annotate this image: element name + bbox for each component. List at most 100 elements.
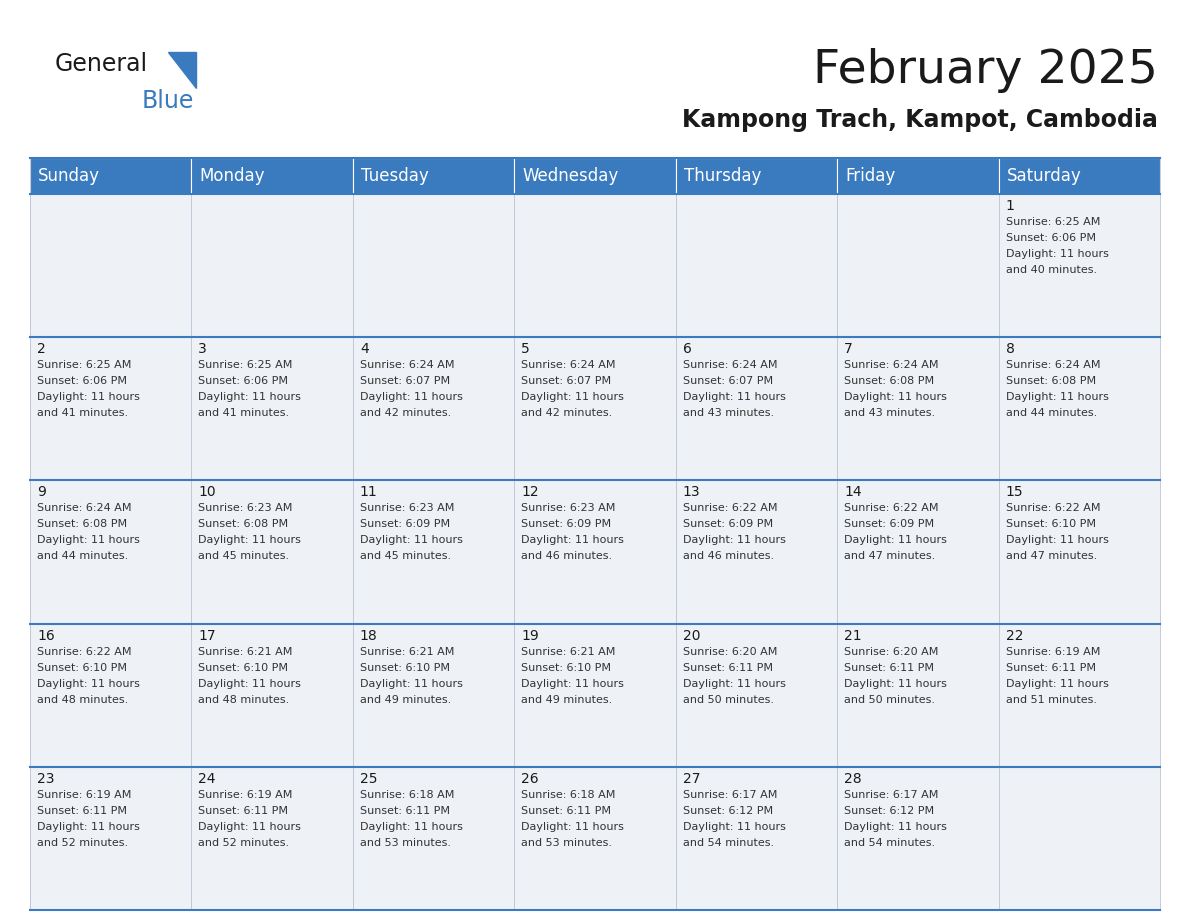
Bar — [514, 480, 676, 623]
Text: Sunrise: 6:25 AM: Sunrise: 6:25 AM — [1005, 217, 1100, 227]
Text: 7: 7 — [845, 342, 853, 356]
Text: and 52 minutes.: and 52 minutes. — [198, 838, 290, 848]
Text: Daylight: 11 hours: Daylight: 11 hours — [845, 678, 947, 688]
Bar — [30, 767, 191, 910]
Text: Tuesday: Tuesday — [361, 167, 429, 185]
Text: Sunset: 6:06 PM: Sunset: 6:06 PM — [1005, 233, 1095, 243]
Text: Daylight: 11 hours: Daylight: 11 hours — [683, 535, 785, 545]
Text: 11: 11 — [360, 486, 378, 499]
Text: 28: 28 — [845, 772, 861, 786]
Text: and 46 minutes.: and 46 minutes. — [683, 552, 773, 562]
Text: Sunset: 6:10 PM: Sunset: 6:10 PM — [37, 663, 127, 673]
Text: 22: 22 — [1005, 629, 1023, 643]
Text: Monday: Monday — [200, 167, 265, 185]
Text: Sunrise: 6:24 AM: Sunrise: 6:24 AM — [37, 503, 132, 513]
Text: 5: 5 — [522, 342, 530, 356]
Text: Sunset: 6:08 PM: Sunset: 6:08 PM — [1005, 376, 1095, 386]
Text: and 43 minutes.: and 43 minutes. — [683, 409, 773, 419]
Bar — [999, 337, 1159, 480]
Text: Sunset: 6:06 PM: Sunset: 6:06 PM — [198, 376, 289, 386]
Text: Daylight: 11 hours: Daylight: 11 hours — [198, 822, 302, 832]
Text: Sunset: 6:12 PM: Sunset: 6:12 PM — [845, 806, 934, 816]
Text: and 52 minutes.: and 52 minutes. — [37, 838, 128, 848]
Bar — [30, 194, 191, 337]
Text: 19: 19 — [522, 629, 539, 643]
Bar — [676, 480, 838, 623]
Text: Sunrise: 6:24 AM: Sunrise: 6:24 AM — [522, 360, 615, 370]
Text: Sunset: 6:07 PM: Sunset: 6:07 PM — [522, 376, 612, 386]
Text: Sunrise: 6:24 AM: Sunrise: 6:24 AM — [360, 360, 454, 370]
Text: Saturday: Saturday — [1006, 167, 1081, 185]
Text: Daylight: 11 hours: Daylight: 11 hours — [37, 392, 140, 402]
Text: 10: 10 — [198, 486, 216, 499]
Text: 17: 17 — [198, 629, 216, 643]
Bar — [353, 623, 514, 767]
Text: 8: 8 — [1005, 342, 1015, 356]
Text: Sunrise: 6:24 AM: Sunrise: 6:24 AM — [683, 360, 777, 370]
Text: Sunrise: 6:20 AM: Sunrise: 6:20 AM — [683, 646, 777, 656]
Text: Sunset: 6:09 PM: Sunset: 6:09 PM — [360, 520, 450, 530]
Text: 4: 4 — [360, 342, 368, 356]
Text: and 40 minutes.: and 40 minutes. — [1005, 265, 1097, 275]
Bar — [191, 337, 353, 480]
Text: Daylight: 11 hours: Daylight: 11 hours — [845, 535, 947, 545]
Bar — [999, 158, 1159, 194]
Text: Daylight: 11 hours: Daylight: 11 hours — [37, 535, 140, 545]
Text: and 49 minutes.: and 49 minutes. — [522, 695, 613, 705]
Bar — [838, 194, 999, 337]
Text: Daylight: 11 hours: Daylight: 11 hours — [683, 678, 785, 688]
Text: Daylight: 11 hours: Daylight: 11 hours — [198, 392, 302, 402]
Text: Sunrise: 6:22 AM: Sunrise: 6:22 AM — [845, 503, 939, 513]
Text: 20: 20 — [683, 629, 700, 643]
Text: Daylight: 11 hours: Daylight: 11 hours — [37, 822, 140, 832]
Text: Sunday: Sunday — [38, 167, 100, 185]
Text: and 45 minutes.: and 45 minutes. — [360, 552, 451, 562]
Bar — [514, 767, 676, 910]
Text: 14: 14 — [845, 486, 861, 499]
Bar — [676, 767, 838, 910]
Bar — [353, 158, 514, 194]
Text: 6: 6 — [683, 342, 691, 356]
Text: and 53 minutes.: and 53 minutes. — [360, 838, 451, 848]
Text: February 2025: February 2025 — [813, 48, 1158, 93]
Text: 9: 9 — [37, 486, 46, 499]
Text: Sunset: 6:09 PM: Sunset: 6:09 PM — [845, 520, 934, 530]
Text: Kampong Trach, Kampot, Cambodia: Kampong Trach, Kampot, Cambodia — [682, 108, 1158, 132]
Text: Daylight: 11 hours: Daylight: 11 hours — [1005, 678, 1108, 688]
Text: 18: 18 — [360, 629, 378, 643]
Text: and 48 minutes.: and 48 minutes. — [198, 695, 290, 705]
Text: Sunset: 6:09 PM: Sunset: 6:09 PM — [683, 520, 773, 530]
Bar — [30, 623, 191, 767]
Text: Daylight: 11 hours: Daylight: 11 hours — [198, 678, 302, 688]
Text: Sunset: 6:12 PM: Sunset: 6:12 PM — [683, 806, 773, 816]
Text: and 41 minutes.: and 41 minutes. — [37, 409, 128, 419]
Text: Sunrise: 6:17 AM: Sunrise: 6:17 AM — [683, 789, 777, 800]
Text: Sunrise: 6:22 AM: Sunrise: 6:22 AM — [1005, 503, 1100, 513]
Text: 16: 16 — [37, 629, 55, 643]
Text: 26: 26 — [522, 772, 539, 786]
Bar — [676, 194, 838, 337]
Text: Daylight: 11 hours: Daylight: 11 hours — [360, 392, 463, 402]
Text: Sunset: 6:09 PM: Sunset: 6:09 PM — [522, 520, 612, 530]
Polygon shape — [168, 52, 196, 88]
Text: Sunset: 6:06 PM: Sunset: 6:06 PM — [37, 376, 127, 386]
Text: Sunrise: 6:21 AM: Sunrise: 6:21 AM — [360, 646, 454, 656]
Text: Sunrise: 6:19 AM: Sunrise: 6:19 AM — [198, 789, 292, 800]
Text: and 47 minutes.: and 47 minutes. — [1005, 552, 1097, 562]
Text: and 49 minutes.: and 49 minutes. — [360, 695, 451, 705]
Text: and 41 minutes.: and 41 minutes. — [198, 409, 290, 419]
Bar — [353, 767, 514, 910]
Text: Sunrise: 6:23 AM: Sunrise: 6:23 AM — [198, 503, 292, 513]
Text: Sunrise: 6:23 AM: Sunrise: 6:23 AM — [522, 503, 615, 513]
Text: and 46 minutes.: and 46 minutes. — [522, 552, 612, 562]
Text: Daylight: 11 hours: Daylight: 11 hours — [845, 392, 947, 402]
Text: Sunset: 6:11 PM: Sunset: 6:11 PM — [522, 806, 612, 816]
Text: 13: 13 — [683, 486, 701, 499]
Text: 24: 24 — [198, 772, 216, 786]
Text: Sunrise: 6:20 AM: Sunrise: 6:20 AM — [845, 646, 939, 656]
Text: Sunset: 6:10 PM: Sunset: 6:10 PM — [360, 663, 450, 673]
Text: Sunrise: 6:18 AM: Sunrise: 6:18 AM — [522, 789, 615, 800]
Bar — [191, 767, 353, 910]
Bar — [353, 337, 514, 480]
Bar — [30, 480, 191, 623]
